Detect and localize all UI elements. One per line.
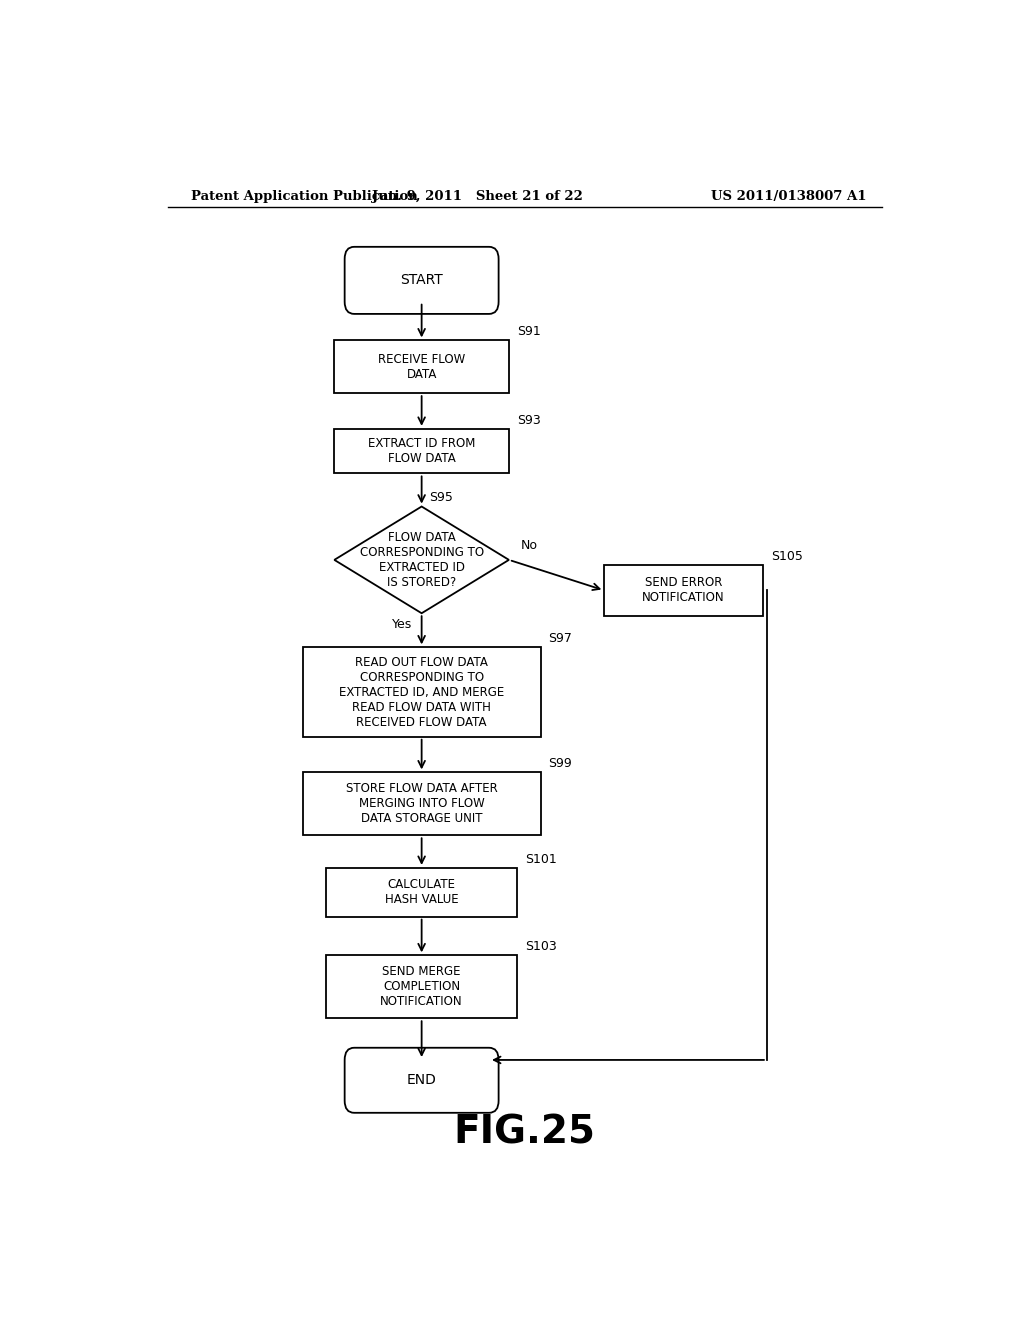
Text: S91: S91	[517, 325, 541, 338]
Bar	[327, 956, 517, 1018]
Text: S95: S95	[430, 491, 454, 504]
Text: RECEIVE FLOW
DATA: RECEIVE FLOW DATA	[378, 352, 465, 380]
Polygon shape	[334, 507, 509, 614]
Text: SEND MERGE
COMPLETION
NOTIFICATION: SEND MERGE COMPLETION NOTIFICATION	[380, 965, 463, 1008]
Text: S97: S97	[549, 632, 572, 645]
Bar	[303, 647, 541, 737]
Text: END: END	[407, 1073, 436, 1088]
Text: FIG.25: FIG.25	[454, 1113, 596, 1151]
Text: START: START	[400, 273, 443, 288]
Text: READ OUT FLOW DATA
CORRESPONDING TO
EXTRACTED ID, AND MERGE
READ FLOW DATA WITH
: READ OUT FLOW DATA CORRESPONDING TO EXTR…	[339, 656, 504, 729]
Text: STORE FLOW DATA AFTER
MERGING INTO FLOW
DATA STORAGE UNIT: STORE FLOW DATA AFTER MERGING INTO FLOW …	[346, 783, 498, 825]
Text: S93: S93	[517, 413, 541, 426]
Text: FLOW DATA
CORRESPONDING TO
EXTRACTED ID
IS STORED?: FLOW DATA CORRESPONDING TO EXTRACTED ID …	[359, 531, 483, 589]
FancyBboxPatch shape	[345, 1048, 499, 1113]
Bar	[604, 565, 763, 616]
Text: S103: S103	[524, 940, 557, 953]
Bar	[303, 772, 541, 836]
Text: S105: S105	[771, 550, 803, 562]
Text: CALCULATE
HASH VALUE: CALCULATE HASH VALUE	[385, 878, 459, 907]
Text: Patent Application Publication: Patent Application Publication	[191, 190, 418, 202]
Bar	[334, 429, 509, 474]
Text: S101: S101	[524, 853, 557, 866]
FancyBboxPatch shape	[345, 247, 499, 314]
Text: SEND ERROR
NOTIFICATION: SEND ERROR NOTIFICATION	[642, 577, 725, 605]
Text: EXTRACT ID FROM
FLOW DATA: EXTRACT ID FROM FLOW DATA	[368, 437, 475, 465]
Text: Yes: Yes	[391, 618, 412, 631]
Bar	[327, 867, 517, 916]
Text: S99: S99	[549, 758, 572, 771]
Bar	[334, 341, 509, 393]
Text: Jun. 9, 2011   Sheet 21 of 22: Jun. 9, 2011 Sheet 21 of 22	[372, 190, 583, 202]
Text: No: No	[521, 539, 538, 552]
Text: US 2011/0138007 A1: US 2011/0138007 A1	[711, 190, 866, 202]
